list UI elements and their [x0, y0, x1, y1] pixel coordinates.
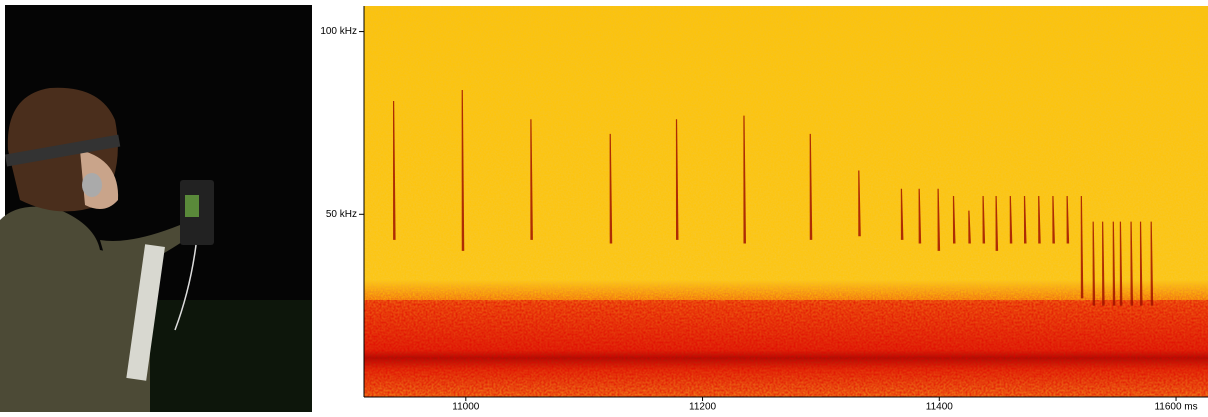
photo [0, 5, 312, 412]
bat-call [982, 196, 986, 244]
x-tick-label: 11600 ms [1154, 402, 1197, 412]
bat-call [1139, 221, 1143, 306]
bat-call [1130, 221, 1134, 306]
bat-call [937, 188, 941, 251]
bat-call [900, 188, 904, 240]
spectrogram-noise [364, 6, 1208, 300]
bat-call [1023, 196, 1027, 244]
bat-call [1102, 221, 1105, 306]
bat-call [1009, 196, 1013, 244]
bat-call [1038, 196, 1041, 244]
bat-call [461, 90, 465, 251]
y-tick-label: 100 kHz [320, 26, 357, 37]
bat-call [1080, 196, 1084, 299]
bat-call [918, 188, 922, 244]
bat-call [952, 196, 956, 244]
y-tick-label: 50 kHz [326, 209, 357, 220]
bat-call [1066, 196, 1070, 244]
bat-call [675, 119, 679, 240]
bat-call [1150, 221, 1154, 306]
bat-call [530, 119, 533, 240]
spectrogram-noise [364, 300, 1208, 397]
x-tick-label: 11000 [452, 402, 480, 412]
bat-call [968, 210, 971, 244]
bat-call [1052, 196, 1055, 244]
bat-call [609, 133, 613, 244]
bat-call [743, 115, 746, 244]
x-tick-label: 11200 [689, 402, 717, 412]
bat-call [1112, 221, 1116, 306]
bat-call [995, 196, 999, 251]
x-tick-label: 11400 [926, 402, 954, 412]
bat-call [858, 170, 861, 237]
bat-call [809, 133, 813, 240]
bat-call [1092, 221, 1096, 306]
bat-call [1119, 221, 1123, 306]
bat-call [392, 101, 396, 240]
